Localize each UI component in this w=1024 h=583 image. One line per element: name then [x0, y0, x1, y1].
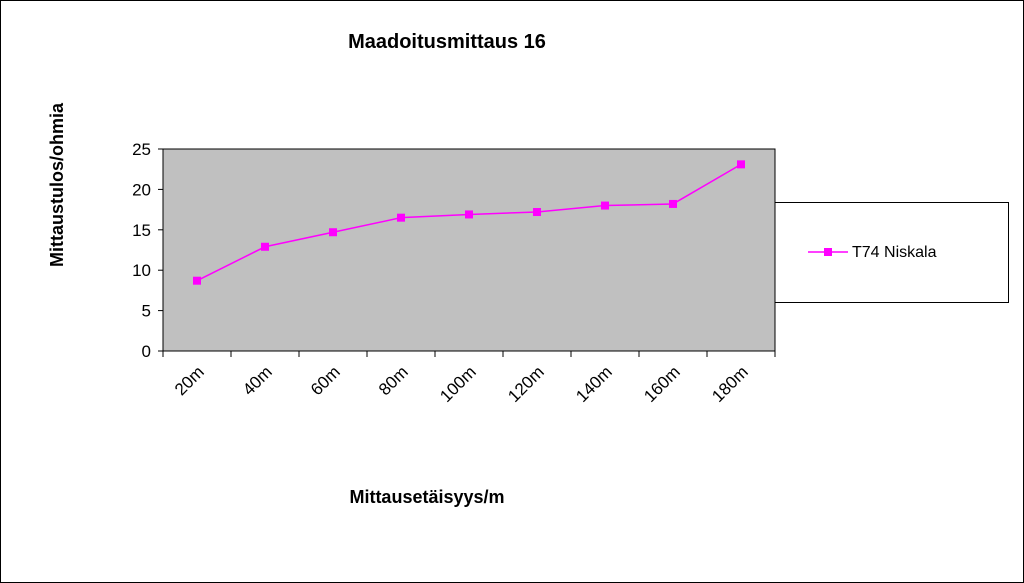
y-axis-label: Mittaustulos/ohmia: [47, 102, 67, 267]
legend-label: T74 Niskala: [852, 244, 937, 261]
data-point: [397, 213, 405, 222]
y-tick-label: 15: [132, 221, 151, 240]
plot-area: [162, 148, 776, 352]
x-axis-label: Mittausetäisyys/m: [349, 487, 504, 507]
data-point: [465, 210, 473, 219]
data-point: [737, 160, 745, 169]
chart-title: Maadoitusmittaus 16: [348, 31, 546, 53]
data-point: [193, 276, 201, 285]
data-point: [329, 228, 337, 237]
data-point: [533, 208, 541, 217]
y-tick-label: 0: [142, 342, 151, 361]
legend-box: [740, 202, 1009, 303]
data-point: [601, 201, 609, 210]
legend-marker: [824, 248, 832, 256]
y-tick-label: 25: [132, 140, 151, 159]
y-tick-label: 20: [132, 180, 151, 199]
data-point: [261, 242, 269, 251]
data-point: [669, 199, 677, 208]
y-tick-label: 5: [142, 302, 151, 321]
y-tick-label: 10: [132, 261, 151, 280]
